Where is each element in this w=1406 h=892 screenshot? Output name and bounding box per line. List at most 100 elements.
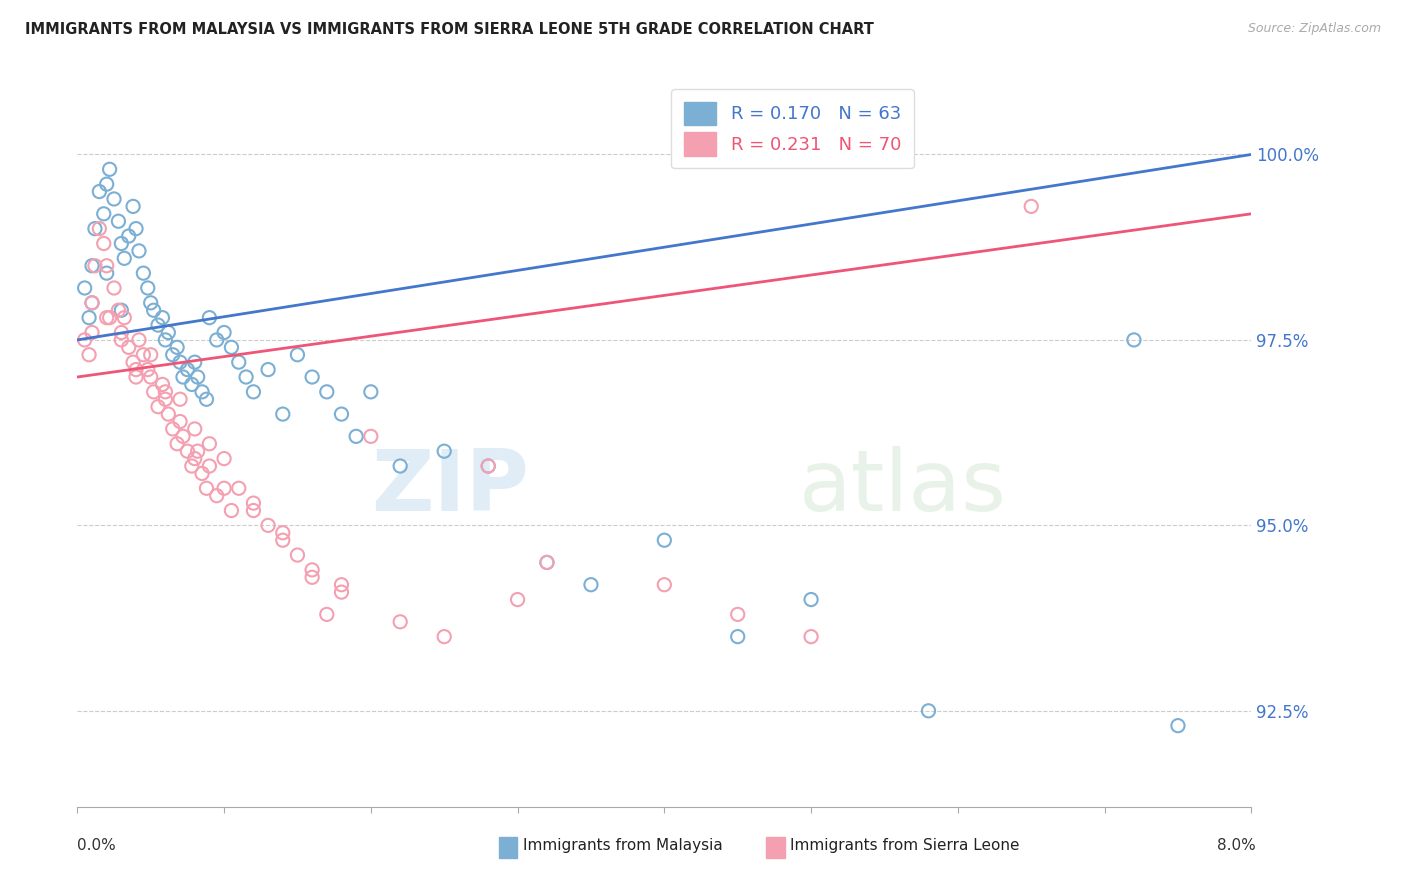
Point <box>98 162 121 177</box>
Point <box>80 295 103 310</box>
Point <box>157 407 180 421</box>
Point <box>727 630 749 644</box>
Point <box>221 340 243 354</box>
Point <box>271 525 294 540</box>
Point <box>103 192 125 206</box>
Point <box>800 630 823 644</box>
Point <box>1019 199 1042 213</box>
Point <box>301 570 323 584</box>
Point <box>125 370 148 384</box>
Point <box>107 303 129 318</box>
Point <box>155 384 177 399</box>
Point <box>155 392 177 407</box>
Point <box>242 384 264 399</box>
Point <box>139 295 162 310</box>
Point <box>162 348 184 362</box>
Point <box>118 340 141 354</box>
Point <box>187 444 209 458</box>
Point <box>107 214 129 228</box>
Point <box>287 548 309 562</box>
Point <box>198 458 221 473</box>
Point <box>169 415 191 429</box>
Point <box>89 221 111 235</box>
Point <box>287 348 309 362</box>
Text: Immigrants from Malaysia: Immigrants from Malaysia <box>523 838 723 853</box>
Point <box>110 236 132 251</box>
Point <box>257 518 280 533</box>
Point <box>183 451 207 466</box>
Point <box>205 333 228 347</box>
Point <box>73 281 96 295</box>
Point <box>242 496 264 510</box>
Text: Source: ZipAtlas.com: Source: ZipAtlas.com <box>1247 22 1381 36</box>
Point <box>191 467 214 481</box>
Point <box>198 437 221 451</box>
Point <box>103 281 125 295</box>
Point <box>330 407 353 421</box>
Point <box>132 348 155 362</box>
Point <box>96 259 118 273</box>
Point <box>80 295 103 310</box>
Point <box>477 458 499 473</box>
Point <box>93 236 115 251</box>
Point <box>162 422 184 436</box>
Point <box>169 392 191 407</box>
Point <box>315 607 337 622</box>
Point <box>169 355 191 369</box>
Point <box>1167 719 1189 733</box>
Point <box>146 318 169 332</box>
Text: ZIP: ZIP <box>371 446 529 529</box>
Point <box>172 429 194 443</box>
Point <box>77 348 100 362</box>
Point <box>235 370 257 384</box>
Point <box>155 333 177 347</box>
Point <box>80 259 103 273</box>
Point <box>506 592 529 607</box>
Point <box>800 592 823 607</box>
Point <box>152 310 174 325</box>
Text: 8.0%: 8.0% <box>1216 838 1256 853</box>
Point <box>112 310 135 325</box>
Point <box>98 310 121 325</box>
Point <box>152 377 174 392</box>
Point <box>330 578 353 592</box>
Point <box>330 585 353 599</box>
Point <box>228 355 250 369</box>
Point <box>132 266 155 280</box>
Point <box>205 489 228 503</box>
Point <box>122 199 145 213</box>
Point <box>136 362 159 376</box>
Point <box>84 221 107 235</box>
Point <box>257 362 280 376</box>
Point <box>301 370 323 384</box>
Point <box>166 340 188 354</box>
Point <box>271 407 294 421</box>
Point <box>93 207 115 221</box>
Point <box>228 481 250 495</box>
Point <box>433 444 456 458</box>
Point <box>536 556 558 570</box>
Point <box>128 244 150 258</box>
Point <box>344 429 367 443</box>
Point <box>139 370 162 384</box>
Point <box>128 333 150 347</box>
Point <box>96 266 118 280</box>
Point <box>195 392 218 407</box>
Point <box>80 326 103 340</box>
Point <box>195 481 218 495</box>
Point <box>198 310 221 325</box>
Point <box>118 229 141 244</box>
Point <box>110 303 132 318</box>
Point <box>136 281 159 295</box>
Point <box>654 578 676 592</box>
Point <box>360 429 382 443</box>
Text: 0.0%: 0.0% <box>77 838 117 853</box>
Point <box>917 704 939 718</box>
Point <box>96 177 118 191</box>
Point <box>176 444 198 458</box>
Point <box>389 615 412 629</box>
Point <box>433 630 456 644</box>
Point <box>146 400 169 414</box>
Point <box>77 310 100 325</box>
Point <box>579 578 602 592</box>
